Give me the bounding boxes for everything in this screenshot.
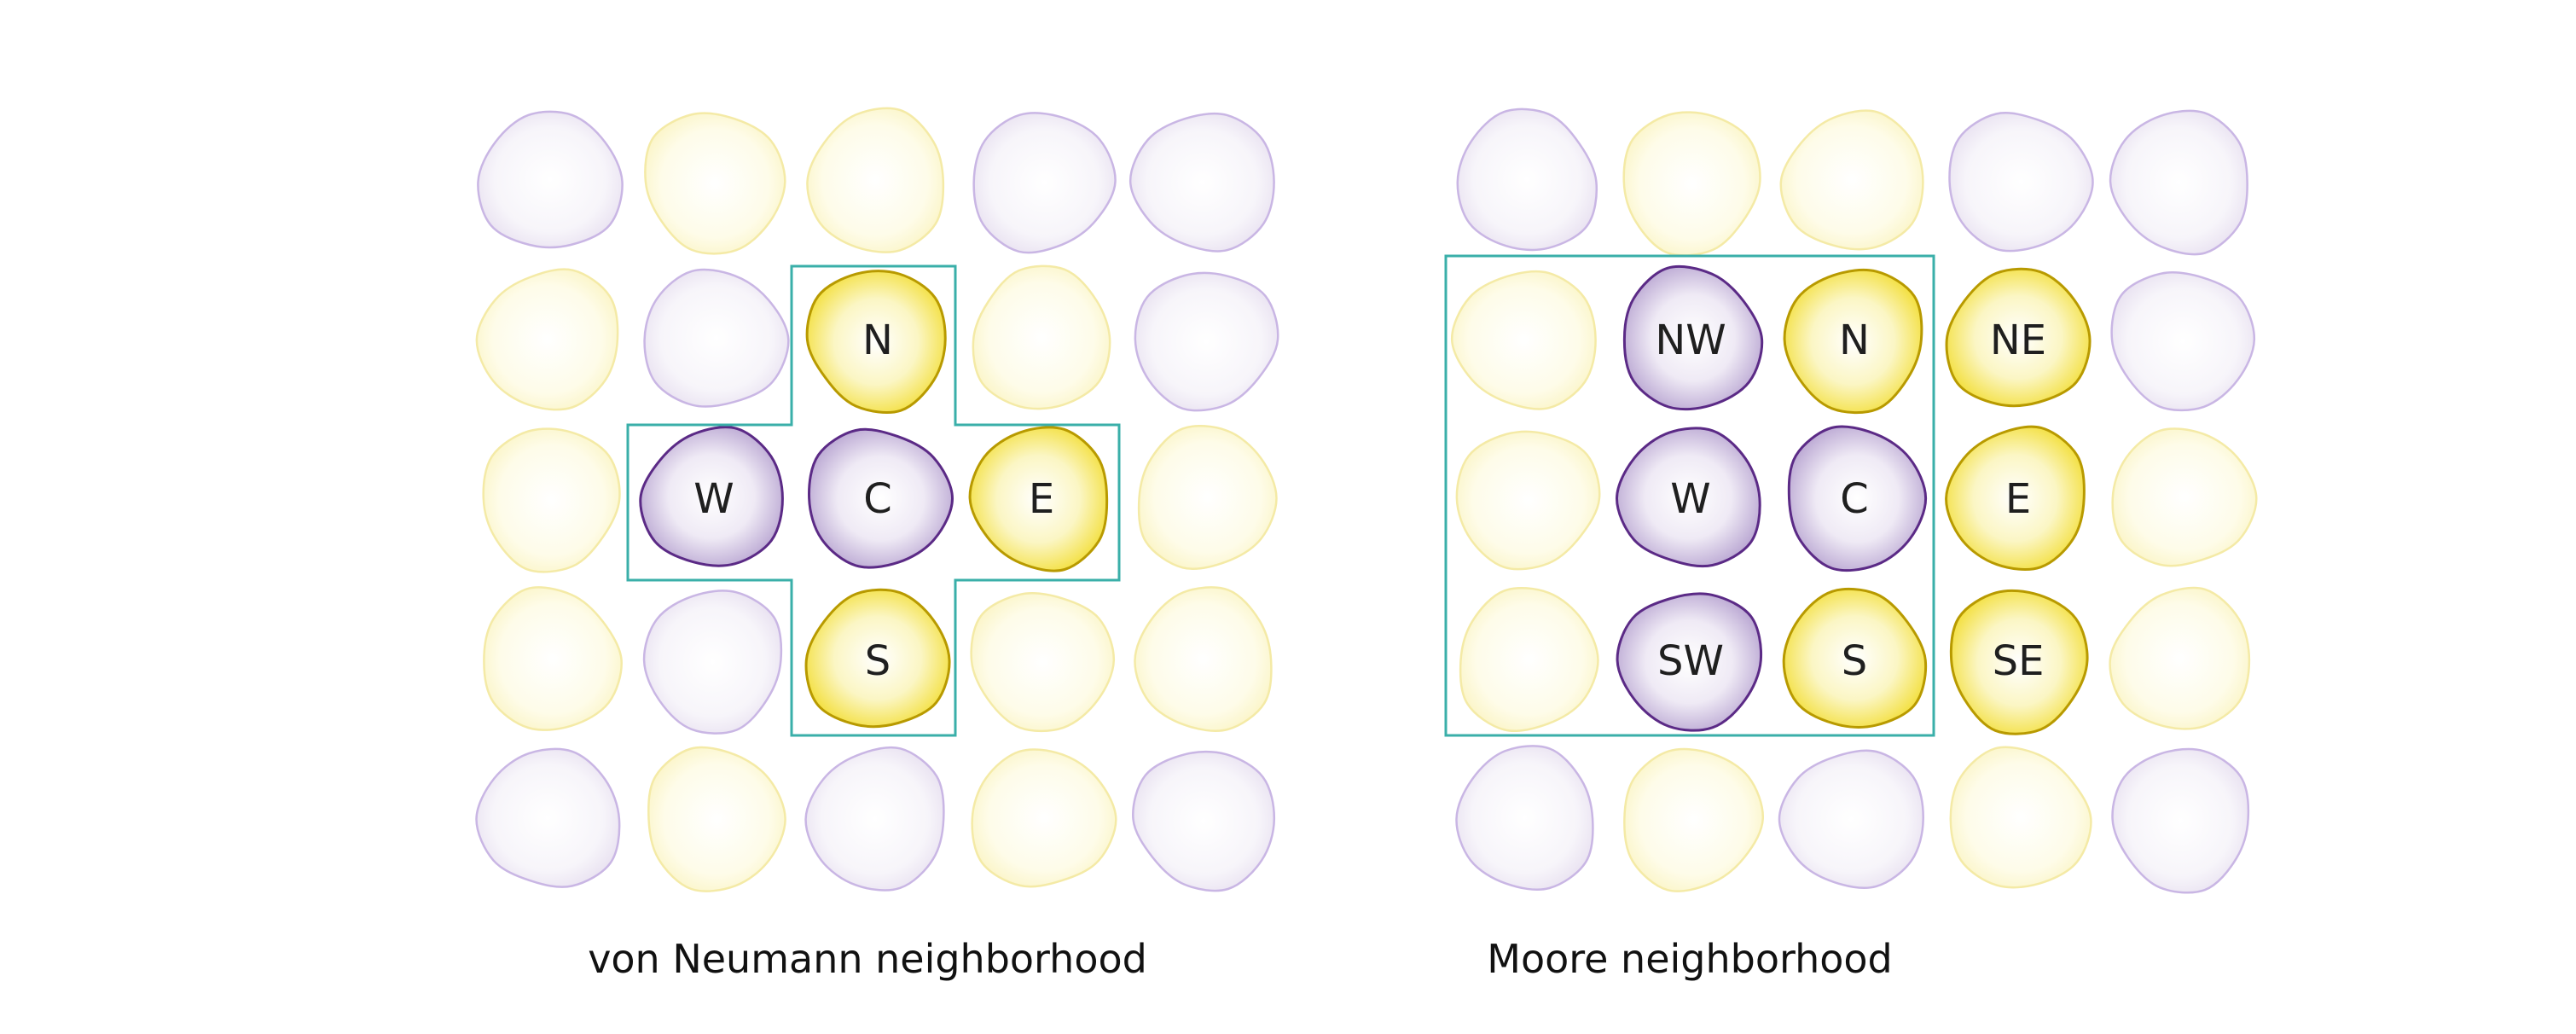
- von-neumann-cell-grid: N W C E S: [475, 107, 1279, 892]
- cell-label: S: [865, 637, 891, 685]
- moore-cell-grid: NW N NE W C E SW S SE: [1450, 107, 2258, 894]
- highlighted-purple-cell: [1616, 592, 1763, 732]
- yellow-cell: [1949, 746, 2092, 889]
- cell-label: N: [862, 317, 893, 364]
- yellow-cell: [1622, 111, 1761, 257]
- cell-label: C: [1840, 475, 1869, 523]
- highlighted-purple-cell: [639, 426, 784, 567]
- cell-label: NE: [1990, 317, 2046, 364]
- yellow-cell: [1137, 424, 1278, 571]
- yellow-cell: [1459, 586, 1599, 733]
- purple-cell: [1132, 750, 1276, 892]
- purple-cell: [475, 747, 621, 888]
- yellow-cell: [2109, 586, 2251, 730]
- moore-outline: [1444, 254, 1935, 737]
- highlighted-yellow-cell: [1945, 425, 2086, 571]
- purple-cell: [1134, 271, 1279, 412]
- highlighted-yellow-cell: [1945, 267, 2092, 408]
- von-neumann-outline: [626, 264, 1121, 737]
- purple-cell: [642, 590, 783, 735]
- yellow-cell: [482, 427, 621, 573]
- highlighted-yellow-cell: [1782, 587, 1928, 729]
- cell-label: E: [2005, 475, 2031, 523]
- yellow-cell: [971, 748, 1117, 888]
- yellow-cell: [806, 107, 945, 253]
- von-neumann-caption: von Neumann neighborhood: [588, 936, 1147, 982]
- purple-cell: [972, 112, 1117, 254]
- highlighted-purple-cell: [1787, 425, 1928, 572]
- yellow-cell: [972, 264, 1111, 410]
- yellow-cell: [1455, 430, 1601, 571]
- purple-cell: [2110, 271, 2256, 412]
- purple-cell: [1456, 107, 1598, 252]
- cell-label: E: [1029, 475, 1054, 523]
- purple-cell: [804, 746, 945, 892]
- yellow-cell: [2111, 427, 2258, 567]
- yellow-cell: [970, 592, 1116, 733]
- highlighted-yellow-cell: [805, 270, 947, 414]
- cell-label: W: [693, 475, 734, 523]
- yellow-cell: [483, 586, 623, 731]
- moore-caption: Moore neighborhood: [1487, 936, 1892, 982]
- highlighted-yellow-cell: [1949, 589, 2089, 735]
- highlighted-purple-cell: [1615, 427, 1761, 568]
- cell-label: SE: [1993, 637, 2045, 685]
- cell-label: S: [1842, 637, 1867, 685]
- yellow-cell: [1134, 586, 1273, 732]
- yellow-cell: [1450, 270, 1597, 410]
- purple-cell: [1778, 749, 1924, 889]
- highlighted-yellow-cell: [1783, 268, 1923, 415]
- purple-cell: [477, 110, 624, 249]
- yellow-cell: [647, 746, 786, 892]
- purple-cell: [1128, 112, 1275, 253]
- moore-panel: NW N NE W C E SW S SE Moore neighborhood: [1444, 107, 2258, 982]
- highlighted-yellow-cell: [968, 426, 1109, 572]
- yellow-cell: [644, 112, 786, 255]
- cell-label: N: [1839, 317, 1870, 364]
- purple-cell: [2111, 747, 2250, 894]
- highlighted-yellow-cell: [804, 588, 951, 729]
- highlighted-purple-cell: [1622, 264, 1764, 411]
- cell-label: W: [1670, 475, 1710, 523]
- purple-cell: [643, 268, 790, 408]
- highlighted-purple-cell: [808, 427, 954, 569]
- yellow-cell: [1623, 747, 1764, 892]
- purple-cell: [1948, 112, 2094, 253]
- cell-label: C: [863, 475, 892, 523]
- cell-label: NW: [1655, 317, 1726, 364]
- purple-cell: [1455, 745, 1594, 891]
- yellow-cell: [475, 268, 619, 411]
- purple-cell: [2109, 109, 2248, 256]
- yellow-cell: [1779, 109, 1924, 251]
- von-neumann-panel: N W C E S von Neumann neighborhood: [475, 107, 1279, 982]
- cell-label: SW: [1657, 637, 1724, 685]
